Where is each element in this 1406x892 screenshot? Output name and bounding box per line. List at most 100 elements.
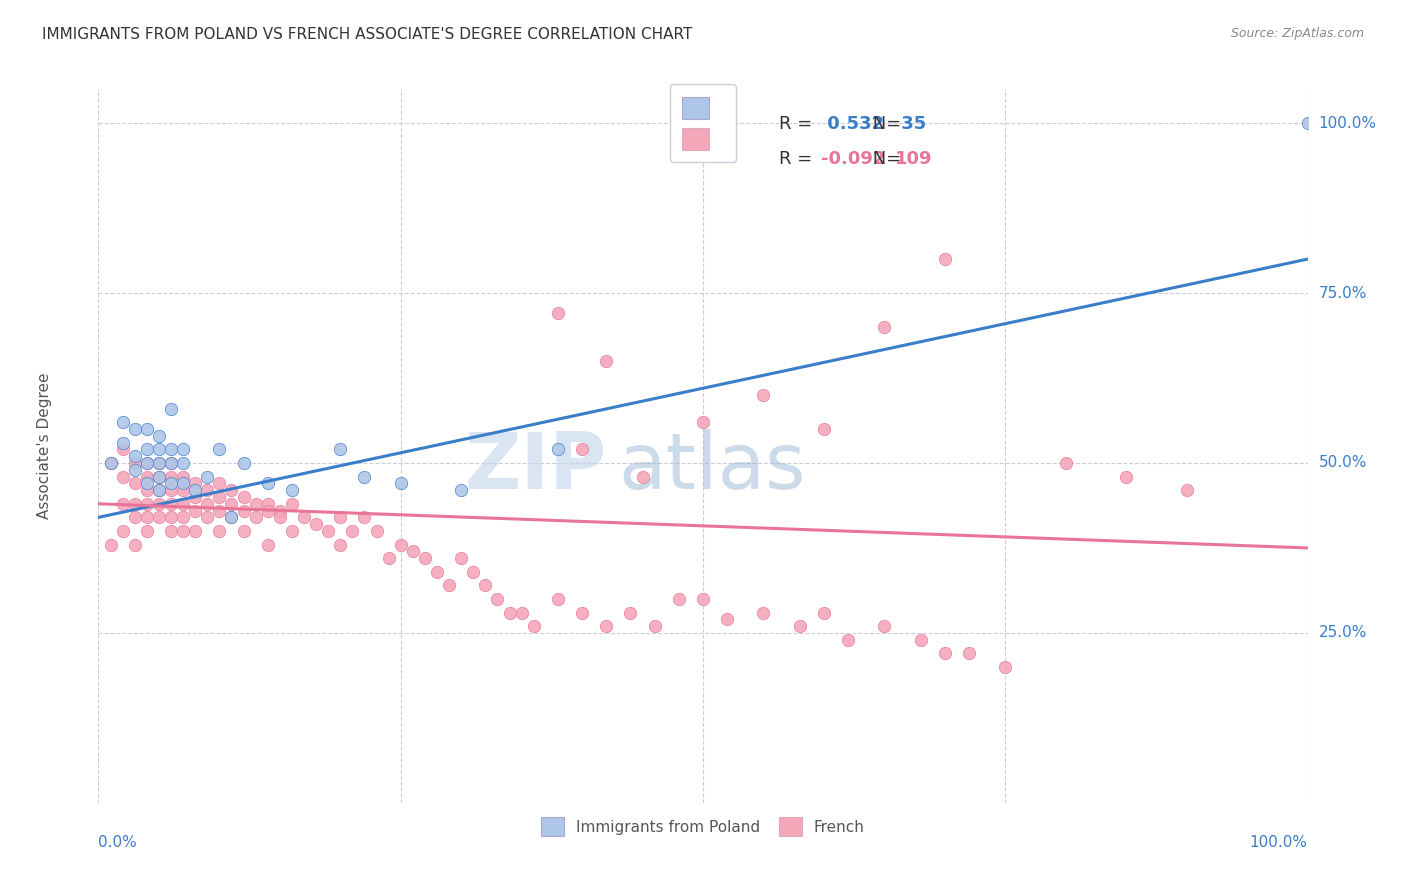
- Point: [619, 606, 641, 620]
- Point: [172, 497, 194, 511]
- Text: 0.0%: 0.0%: [98, 835, 138, 850]
- Point: [148, 442, 170, 457]
- Point: [353, 469, 375, 483]
- Point: [172, 469, 194, 483]
- Point: [752, 606, 775, 620]
- Point: [547, 591, 569, 606]
- Text: 100.0%: 100.0%: [1250, 835, 1308, 850]
- Text: 50.0%: 50.0%: [1319, 456, 1367, 470]
- Point: [463, 565, 485, 579]
- Point: [221, 483, 243, 498]
- Text: -0.092: -0.092: [821, 150, 886, 168]
- Point: [172, 476, 194, 491]
- Point: [135, 422, 157, 436]
- Point: [124, 463, 146, 477]
- Point: [789, 619, 811, 633]
- Point: [148, 497, 170, 511]
- Point: [329, 537, 352, 551]
- Point: [208, 442, 231, 457]
- Point: [1054, 456, 1077, 470]
- Point: [111, 469, 134, 483]
- Point: [160, 442, 183, 457]
- Point: [221, 510, 243, 524]
- Point: [135, 476, 157, 491]
- Point: [232, 503, 254, 517]
- Point: [160, 469, 183, 483]
- Point: [692, 415, 714, 429]
- Text: 35: 35: [896, 115, 927, 133]
- Point: [100, 456, 122, 470]
- Point: [631, 469, 654, 483]
- Point: [813, 606, 835, 620]
- Point: [195, 483, 218, 498]
- Text: R =: R =: [779, 115, 817, 133]
- Point: [873, 619, 896, 633]
- Point: [498, 606, 520, 620]
- Point: [184, 483, 207, 498]
- Point: [256, 497, 278, 511]
- Point: [329, 510, 352, 524]
- Point: [148, 456, 170, 470]
- Point: [135, 442, 157, 457]
- Point: [752, 388, 775, 402]
- Point: [873, 320, 896, 334]
- Point: [402, 544, 425, 558]
- Point: [184, 503, 207, 517]
- Legend: Immigrants from Poland, French: Immigrants from Poland, French: [531, 808, 875, 845]
- Point: [135, 524, 157, 538]
- Point: [221, 497, 243, 511]
- Point: [208, 490, 231, 504]
- Point: [195, 510, 218, 524]
- Point: [124, 449, 146, 463]
- Point: [547, 306, 569, 320]
- Text: N=: N=: [868, 115, 907, 133]
- Point: [208, 503, 231, 517]
- Point: [245, 497, 267, 511]
- Point: [269, 503, 291, 517]
- Point: [124, 422, 146, 436]
- Point: [547, 442, 569, 457]
- Point: [292, 510, 315, 524]
- Text: 75.0%: 75.0%: [1319, 285, 1367, 301]
- Point: [100, 456, 122, 470]
- Point: [813, 422, 835, 436]
- Point: [474, 578, 496, 592]
- Point: [148, 456, 170, 470]
- Point: [413, 551, 436, 566]
- Point: [148, 469, 170, 483]
- Point: [910, 632, 932, 647]
- Text: atlas: atlas: [619, 429, 806, 506]
- Point: [644, 619, 666, 633]
- Point: [232, 456, 254, 470]
- Point: [342, 524, 364, 538]
- Point: [232, 524, 254, 538]
- Point: [232, 490, 254, 504]
- Point: [389, 537, 412, 551]
- Text: Source: ZipAtlas.com: Source: ZipAtlas.com: [1230, 27, 1364, 40]
- Point: [571, 606, 593, 620]
- Text: N=: N=: [868, 150, 907, 168]
- Point: [716, 612, 738, 626]
- Point: [111, 415, 134, 429]
- Point: [437, 578, 460, 592]
- Point: [124, 476, 146, 491]
- Point: [160, 510, 183, 524]
- Point: [281, 497, 304, 511]
- Point: [208, 524, 231, 538]
- Point: [256, 537, 278, 551]
- Point: [111, 442, 134, 457]
- Point: [148, 483, 170, 498]
- Point: [148, 510, 170, 524]
- Text: R =: R =: [779, 150, 817, 168]
- Point: [100, 537, 122, 551]
- Point: [366, 524, 388, 538]
- Point: [160, 456, 183, 470]
- Point: [353, 510, 375, 524]
- Text: IMMIGRANTS FROM POLAND VS FRENCH ASSOCIATE'S DEGREE CORRELATION CHART: IMMIGRANTS FROM POLAND VS FRENCH ASSOCIA…: [42, 27, 693, 42]
- Point: [837, 632, 859, 647]
- Point: [316, 524, 339, 538]
- Point: [450, 483, 472, 498]
- Point: [305, 517, 328, 532]
- Point: [994, 660, 1017, 674]
- Point: [256, 476, 278, 491]
